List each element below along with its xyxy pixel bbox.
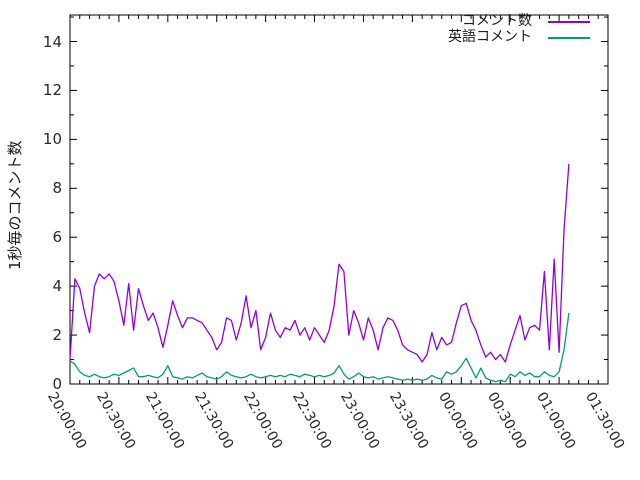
- legend-line-comments-icon: [548, 20, 590, 23]
- y-tick-label: 6: [52, 228, 62, 247]
- y-tick-label: 14: [42, 32, 62, 51]
- legend-label-comments: コメント数: [462, 13, 532, 29]
- y-tick-label: 8: [52, 179, 62, 198]
- y-tick-label: 4: [52, 277, 62, 296]
- y-tick-label: 0: [52, 375, 62, 393]
- legend-label-english-comments: 英語コメント: [448, 29, 532, 45]
- series-line-1: [69, 313, 570, 383]
- series-line-0: [69, 163, 570, 363]
- legend-item-comments: コメント数: [448, 14, 590, 29]
- plot-border: [69, 14, 609, 385]
- legend-line-english-comments-icon: [548, 36, 590, 39]
- legend-item-english-comments: 英語コメント: [448, 30, 590, 45]
- legend: コメント数 英語コメント: [448, 14, 590, 45]
- y-tick-label: 12: [42, 81, 62, 100]
- y-tick-label: 10: [42, 130, 62, 149]
- y-axis-title: 1秒毎のコメント数: [6, 140, 24, 270]
- y-tick-label: 2: [52, 326, 62, 345]
